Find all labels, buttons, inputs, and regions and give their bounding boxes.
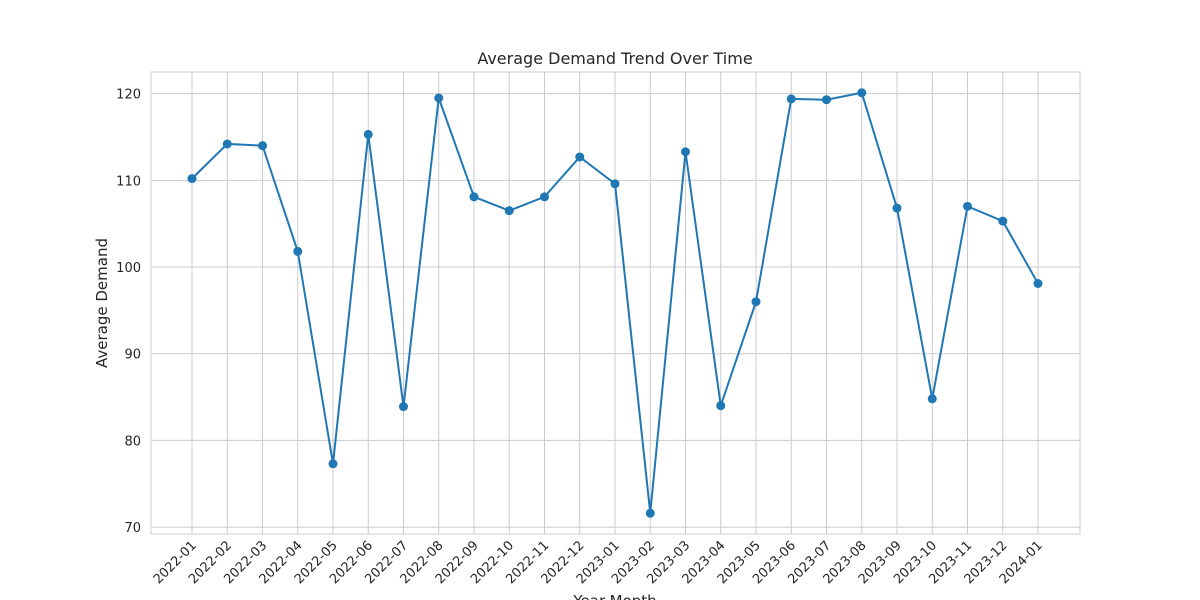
- y-axis-label: Average Demand: [93, 238, 111, 368]
- point: [681, 147, 690, 157]
- point: [716, 401, 726, 411]
- y-tick-label: 120: [116, 88, 141, 103]
- point: [504, 206, 514, 216]
- point: [927, 394, 937, 404]
- point: [258, 141, 267, 151]
- point: [222, 139, 232, 149]
- y-tick-label: 100: [116, 261, 141, 276]
- point: [645, 508, 655, 518]
- point: [998, 216, 1008, 226]
- y-tick-label: 110: [116, 174, 141, 189]
- point: [610, 179, 620, 189]
- point: [857, 88, 867, 98]
- point: [434, 93, 444, 103]
- y-tick-label: 90: [124, 348, 141, 363]
- point: [963, 201, 972, 211]
- point: [751, 297, 761, 307]
- x-axis-label: Year-Month: [572, 592, 656, 600]
- y-tick-label: 80: [124, 434, 141, 449]
- chart-title: Average Demand Trend Over Time: [477, 49, 752, 68]
- point: [328, 459, 338, 469]
- point: [786, 94, 796, 104]
- point: [399, 402, 408, 412]
- point: [363, 129, 373, 139]
- point: [540, 192, 549, 202]
- point: [469, 192, 479, 202]
- point: [293, 246, 303, 256]
- point: [575, 152, 585, 162]
- y-tick-label: 70: [124, 521, 141, 536]
- point: [892, 203, 902, 213]
- point: [822, 95, 831, 105]
- point: [187, 174, 197, 184]
- point: [1033, 278, 1043, 288]
